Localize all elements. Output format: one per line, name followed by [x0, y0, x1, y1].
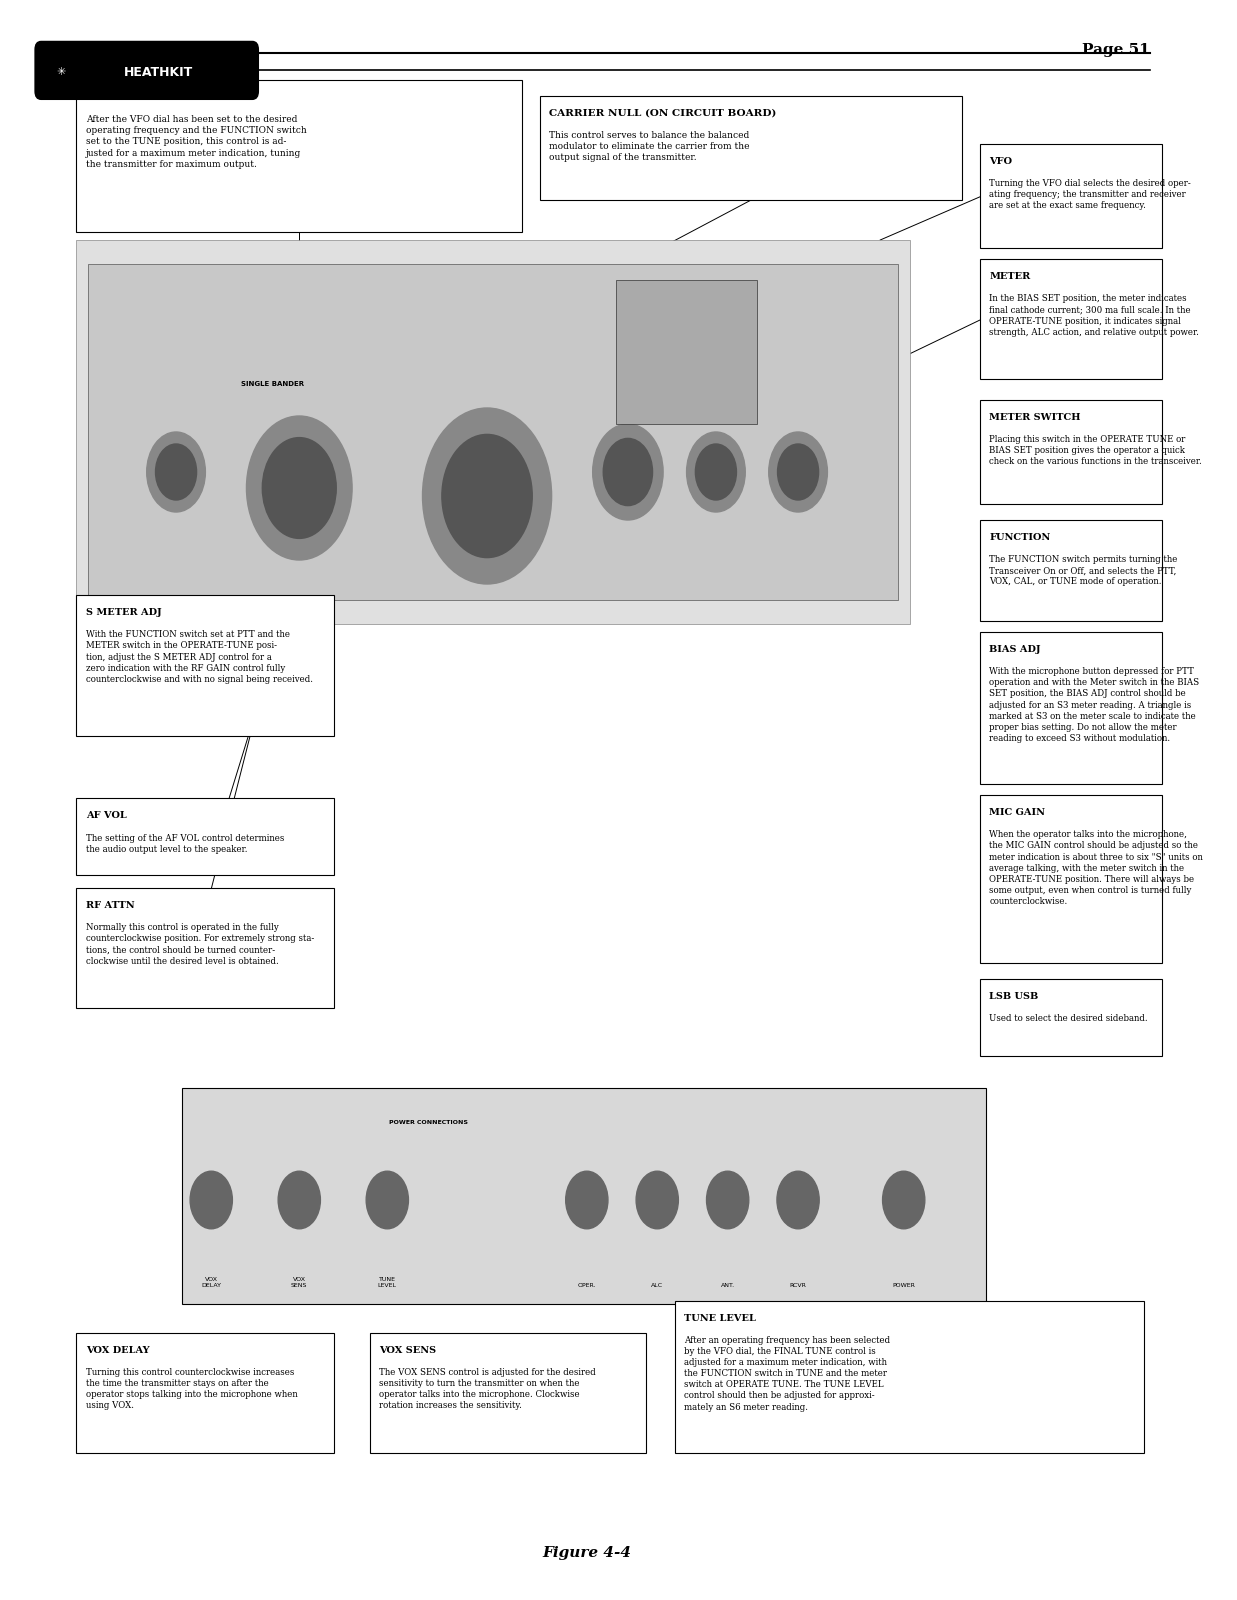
Text: LSB USB: LSB USB	[990, 992, 1039, 1002]
FancyBboxPatch shape	[77, 80, 522, 232]
Bar	[616, 280, 757, 424]
FancyBboxPatch shape	[980, 259, 1162, 379]
Bar	[88, 264, 898, 600]
Text: HEATHKIT: HEATHKIT	[124, 66, 193, 78]
Circle shape	[442, 435, 532, 557]
Text: The FUNCTION switch permits turning the
Transceiver On or Off, and selects the P: The FUNCTION switch permits turning the …	[990, 555, 1178, 587]
FancyBboxPatch shape	[370, 1333, 646, 1453]
FancyBboxPatch shape	[980, 632, 1162, 784]
Circle shape	[778, 443, 819, 499]
Circle shape	[687, 432, 745, 512]
Text: VOX SENS: VOX SENS	[379, 1346, 437, 1355]
Text: With the FUNCTION switch set at PTT and the
METER switch in the OPERATE-TUNE pos: With the FUNCTION switch set at PTT and …	[85, 630, 313, 683]
Circle shape	[423, 408, 552, 584]
Circle shape	[190, 1171, 233, 1229]
FancyBboxPatch shape	[675, 1301, 1144, 1453]
Circle shape	[636, 1171, 678, 1229]
Text: ALC: ALC	[651, 1283, 663, 1288]
Text: The VOX SENS control is adjusted for the desired
sensitivity to turn the transmi: The VOX SENS control is adjusted for the…	[379, 1368, 596, 1410]
Text: ✳: ✳	[57, 67, 66, 77]
Circle shape	[565, 1171, 607, 1229]
Text: RCVR: RCVR	[789, 1283, 807, 1288]
Text: VOX
DELAY: VOX DELAY	[202, 1277, 221, 1288]
Circle shape	[882, 1171, 925, 1229]
FancyBboxPatch shape	[980, 400, 1162, 504]
Text: CARRIER NULL (ON CIRCUIT BOARD): CARRIER NULL (ON CIRCUIT BOARD)	[549, 109, 777, 118]
FancyBboxPatch shape	[980, 520, 1162, 621]
Circle shape	[695, 443, 736, 499]
Text: TUNE
LEVEL: TUNE LEVEL	[377, 1277, 397, 1288]
Text: VOX DELAY: VOX DELAY	[85, 1346, 150, 1355]
Circle shape	[262, 437, 336, 538]
Text: The setting of the AF VOL control determines
the audio output level to the speak: The setting of the AF VOL control determ…	[85, 834, 285, 854]
Text: Placing this switch in the OPERATE TUNE or
BIAS SET position gives the operator : Placing this switch in the OPERATE TUNE …	[990, 435, 1202, 467]
Circle shape	[604, 438, 653, 506]
Text: Used to select the desired sideband.: Used to select the desired sideband.	[990, 1014, 1148, 1024]
Text: Normally this control is operated in the fully
counterclockwise position. For ex: Normally this control is operated in the…	[85, 923, 314, 965]
Text: METER: METER	[990, 272, 1030, 282]
Text: VFO: VFO	[990, 157, 1012, 166]
Text: In the BIAS SET position, the meter indicates
final cathode current; 300 ma full: In the BIAS SET position, the meter indi…	[990, 294, 1199, 336]
Text: Figure 4-4: Figure 4-4	[542, 1546, 631, 1560]
Text: When the operator talks into the microphone,
the MIC GAIN control should be adju: When the operator talks into the microph…	[990, 830, 1204, 906]
Text: Page 51: Page 51	[1082, 43, 1150, 58]
Circle shape	[768, 432, 828, 512]
Text: SINGLE BANDER: SINGLE BANDER	[240, 381, 304, 387]
Text: After the VFO dial has been set to the desired
operating frequency and the FUNCT: After the VFO dial has been set to the d…	[85, 115, 307, 168]
FancyBboxPatch shape	[35, 42, 259, 99]
Circle shape	[246, 416, 353, 560]
Text: BIAS ADJ: BIAS ADJ	[990, 645, 1040, 654]
Text: AF VOL: AF VOL	[85, 811, 126, 821]
FancyBboxPatch shape	[980, 979, 1162, 1056]
Bar	[77, 240, 909, 624]
Text: RF ATTN: RF ATTN	[85, 901, 135, 910]
Text: ANT.: ANT.	[721, 1283, 735, 1288]
Circle shape	[278, 1171, 320, 1229]
Text: FINAL TUNE: FINAL TUNE	[85, 93, 161, 102]
FancyBboxPatch shape	[980, 144, 1162, 248]
Text: POWER: POWER	[892, 1283, 915, 1288]
FancyBboxPatch shape	[77, 888, 334, 1008]
Text: POWER CONNECTIONS: POWER CONNECTIONS	[388, 1120, 468, 1125]
Circle shape	[777, 1171, 819, 1229]
Circle shape	[156, 443, 197, 499]
FancyBboxPatch shape	[77, 798, 334, 875]
Text: Turning this control counterclockwise increases
the time the transmitter stays o: Turning this control counterclockwise in…	[85, 1368, 297, 1410]
Circle shape	[147, 432, 205, 512]
Text: S METER ADJ: S METER ADJ	[85, 608, 161, 618]
Text: With the microphone button depressed for PTT
operation and with the Meter switch: With the microphone button depressed for…	[990, 667, 1200, 742]
Text: TUNE LEVEL: TUNE LEVEL	[684, 1314, 756, 1323]
Text: Turning the VFO dial selects the desired oper-
ating frequency; the transmitter : Turning the VFO dial selects the desired…	[990, 179, 1191, 211]
Text: METER SWITCH: METER SWITCH	[990, 413, 1081, 422]
Circle shape	[593, 424, 663, 520]
FancyBboxPatch shape	[77, 595, 334, 736]
Text: FUNCTION: FUNCTION	[990, 533, 1050, 542]
FancyBboxPatch shape	[980, 795, 1162, 963]
Circle shape	[366, 1171, 408, 1229]
Text: OPER.: OPER.	[578, 1283, 596, 1288]
Text: This control serves to balance the balanced
modulator to eliminate the carrier f: This control serves to balance the balan…	[549, 131, 750, 163]
FancyBboxPatch shape	[539, 96, 962, 200]
FancyBboxPatch shape	[77, 1333, 334, 1453]
Text: MIC GAIN: MIC GAIN	[990, 808, 1045, 818]
Text: VOX
SENS: VOX SENS	[291, 1277, 308, 1288]
Text: After an operating frequency has been selected
by the VFO dial, the FINAL TUNE c: After an operating frequency has been se…	[684, 1336, 891, 1411]
Circle shape	[706, 1171, 748, 1229]
Bar	[182, 1088, 986, 1304]
